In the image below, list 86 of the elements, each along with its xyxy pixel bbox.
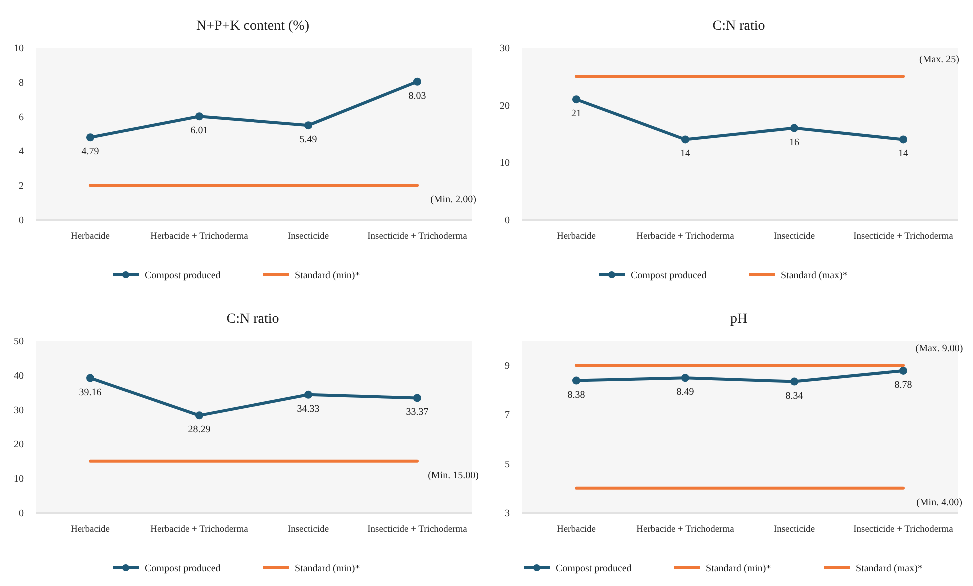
x-tick-label: Herbacide + Trichoderma (150, 232, 250, 242)
x-tick-label: Insecticide (288, 232, 330, 242)
point (304, 390, 312, 399)
data-label: 5.49 (300, 134, 318, 146)
x-tick-label: Herbacide (556, 525, 596, 535)
chart-title: C:N ratio (226, 312, 280, 327)
y-tick-label: 10 (500, 158, 510, 170)
point (86, 134, 94, 142)
data-label: 6.01 (190, 126, 208, 137)
x-tick-label: Herbacide (70, 525, 110, 535)
point (196, 112, 204, 121)
y-tick-label: 4 (19, 146, 24, 158)
y-tick-label: 20 (14, 440, 24, 451)
legend-label: Compost produced (631, 270, 707, 282)
x-tick-label: Herbacide + Trichoderma (636, 525, 736, 535)
x-tick-label: Insecticide (774, 232, 816, 242)
point (900, 136, 908, 144)
point (900, 366, 908, 375)
y-tick-label: 50 (14, 336, 24, 348)
data-label: 14 (898, 148, 908, 160)
point (572, 376, 580, 385)
legend-label: Standard (min)* (295, 564, 360, 574)
data-label: 14 (680, 148, 690, 160)
data-label: 33.37 (406, 407, 429, 418)
data-label: 28.29 (188, 424, 211, 436)
y-tick-label: 30 (14, 405, 24, 416)
x-tick-label: Herbacide + Trichoderma (636, 232, 736, 242)
y-tick-label: 6 (19, 112, 24, 124)
y-tick-label: 30 (500, 44, 510, 54)
x-tick-label: Herbacide (556, 232, 596, 242)
data-label: 16 (790, 137, 800, 148)
y-tick-label: 5 (505, 459, 510, 470)
x-tick-label: Herbacide (70, 232, 110, 242)
x-tick-label: Insecticide + Trichoderma (854, 525, 954, 535)
data-label: 21 (572, 108, 582, 120)
legend-label: Standard (max)* (781, 270, 848, 282)
data-label: 39.16 (79, 387, 102, 398)
chart-title: C:N ratio (712, 19, 766, 34)
legend-label: Standard (max)* (856, 564, 923, 574)
y-tick-label: 0 (19, 216, 24, 226)
y-tick-label: 2 (19, 181, 24, 192)
point (414, 394, 422, 402)
x-tick-label: Insecticide (288, 525, 330, 535)
point (682, 374, 690, 382)
annotation: (Min. 4.00) (916, 497, 962, 508)
y-tick-label: 8 (19, 78, 24, 89)
y-tick-label: 40 (14, 370, 24, 382)
data-label: 8.34 (786, 390, 804, 402)
data-label: 8.49 (676, 387, 694, 398)
point (86, 374, 94, 382)
y-tick-label: 7 (505, 410, 510, 422)
y-tick-label: 9 (505, 361, 510, 372)
legend-label: Standard (min)* (706, 564, 772, 574)
point (790, 378, 798, 386)
x-tick-label: Insecticide + Trichoderma (854, 232, 954, 242)
data-label: 8.38 (568, 390, 586, 401)
legend-label: Compost produced (556, 564, 632, 574)
x-tick-label: Insecticide + Trichoderma (368, 232, 468, 242)
data-label: 34.33 (297, 404, 320, 415)
y-tick-label: 10 (14, 44, 24, 54)
point (196, 412, 204, 420)
point (682, 136, 690, 144)
legend-label: Compost produced (145, 270, 221, 282)
data-label: 4.79 (82, 146, 100, 158)
data-label: 8.78 (894, 380, 912, 391)
y-tick-label: 3 (505, 508, 510, 520)
y-tick-label: 10 (14, 474, 24, 486)
x-tick-label: Herbacide + Trichoderma (150, 525, 250, 535)
data-label: 8.03 (408, 90, 426, 102)
x-tick-label: Insecticide + Trichoderma (368, 525, 468, 535)
y-tick-label: 0 (19, 508, 24, 520)
x-tick-label: Insecticide (774, 525, 816, 535)
chart-title: N+P+K content (%) (196, 19, 310, 34)
point (414, 78, 422, 86)
annotation: (Max. 25) (920, 54, 960, 66)
legend-label: Standard (min)* (295, 270, 360, 282)
point (304, 122, 312, 130)
point (790, 124, 798, 132)
y-tick-label: 20 (500, 100, 510, 112)
point (572, 96, 580, 104)
legend-label: Compost produced (145, 564, 221, 574)
annotation: (Max. 9.00) (916, 344, 964, 355)
annotation: (Min. 15.00) (428, 470, 479, 482)
chart-title: pH (730, 312, 748, 327)
annotation: (Min. 2.00) (430, 194, 476, 206)
y-tick-label: 0 (505, 216, 510, 226)
